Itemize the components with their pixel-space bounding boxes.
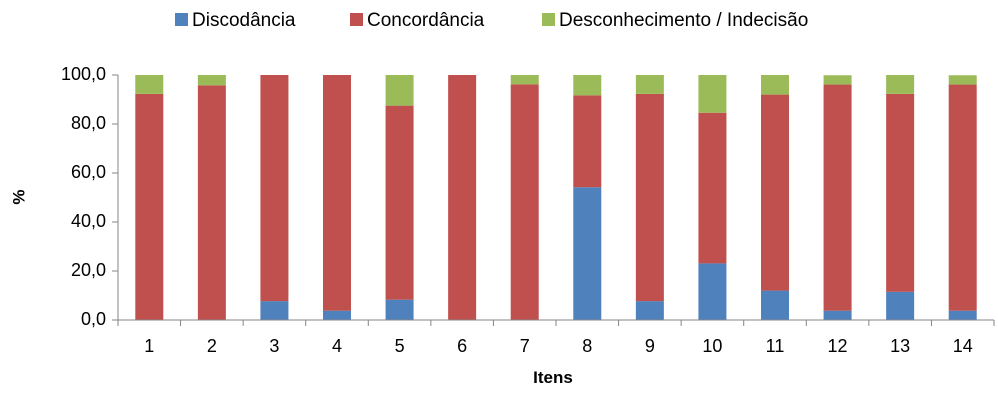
bar-segment-s2-item-1	[135, 93, 164, 321]
x-tick-label: 8	[582, 336, 592, 356]
y-tick-label: 0,0	[81, 309, 106, 329]
x-tick-label: 12	[828, 336, 848, 356]
bar-segment-s2-item-6	[448, 75, 477, 320]
bar-segment-s1-item-10	[698, 263, 727, 320]
bar-segment-s1-item-13	[886, 291, 915, 320]
x-tick-label: 4	[332, 336, 342, 356]
bar-segment-s3-item-12	[823, 75, 852, 85]
bar-segment-s2-item-12	[823, 84, 852, 311]
legend-swatch-s1	[175, 13, 188, 26]
bar-segment-s3-item-9	[635, 75, 664, 94]
bar-segment-s3-item-10	[698, 75, 727, 113]
legend-label-s2: Concordância	[367, 10, 485, 31]
x-tick-label: 7	[520, 336, 530, 356]
y-tick-label: 20,0	[71, 260, 106, 280]
bar-segment-s3-item-14	[948, 75, 977, 85]
x-tick-label: 11	[766, 336, 785, 356]
bar-segment-s2-item-11	[761, 94, 789, 291]
bar-segment-s3-item-7	[510, 75, 539, 85]
bar-segment-s2-item-3	[260, 75, 289, 302]
bar-segment-s2-item-2	[197, 85, 226, 320]
legend: Discodância Concordância Desconhecimento /…	[175, 10, 808, 31]
x-tick-label: 9	[645, 336, 655, 356]
bar-segment-s3-item-2	[197, 75, 226, 86]
bar-segment-s1-item-11	[761, 290, 789, 320]
x-tick-label: 5	[395, 336, 405, 356]
bar-segment-s1-item-3	[260, 301, 289, 320]
legend-swatch-s3	[542, 13, 555, 26]
bar-segment-s3-item-1	[135, 75, 164, 94]
bar-segment-s1-item-4	[323, 310, 351, 320]
bar-segment-s1-item-5	[385, 299, 414, 320]
y-tick-label: 100,0	[61, 64, 106, 84]
legend-label-s3: Desconhecimento / Indecisão	[559, 10, 808, 31]
bar-segment-s1-item-9	[635, 301, 664, 320]
bar-segment-s2-item-9	[635, 93, 664, 302]
x-tick-label: 13	[890, 336, 910, 356]
bar-segment-s2-item-8	[573, 95, 602, 188]
bar-segment-s3-item-5	[385, 75, 414, 106]
y-tick-label: 40,0	[71, 211, 106, 231]
bar-segment-s1-item-12	[823, 310, 852, 320]
legend-label-s1: Discodância	[192, 10, 296, 31]
bars	[135, 75, 977, 321]
x-tick-label: 10	[702, 336, 722, 356]
bar-segment-s3-item-8	[573, 75, 602, 96]
bar-segment-s2-item-7	[510, 84, 539, 320]
bar-segment-s3-item-11	[761, 75, 789, 95]
legend-swatch-s2	[350, 13, 363, 26]
bar-segment-s1-item-8	[573, 187, 602, 320]
bar-segment-s2-item-4	[323, 75, 351, 311]
x-tick-label: 14	[953, 336, 973, 356]
bar-segment-s1-item-14	[948, 310, 977, 320]
bar-segment-s2-item-10	[698, 112, 727, 264]
x-tick-label: 3	[269, 336, 279, 356]
bar-segment-s2-item-13	[886, 93, 915, 292]
x-tick-label: 1	[144, 336, 154, 356]
y-axis-title: %	[9, 189, 28, 204]
x-axis-title: Itens	[533, 368, 573, 387]
x-tick-label: 2	[207, 336, 217, 356]
bar-segment-s3-item-13	[886, 75, 915, 94]
bar-segment-s2-item-14	[948, 84, 977, 311]
y-tick-label: 80,0	[71, 113, 106, 133]
axes	[112, 74, 995, 326]
x-tick-label: 6	[457, 336, 467, 356]
y-tick-label: 60,0	[71, 162, 106, 182]
bar-segment-s2-item-5	[385, 105, 414, 300]
